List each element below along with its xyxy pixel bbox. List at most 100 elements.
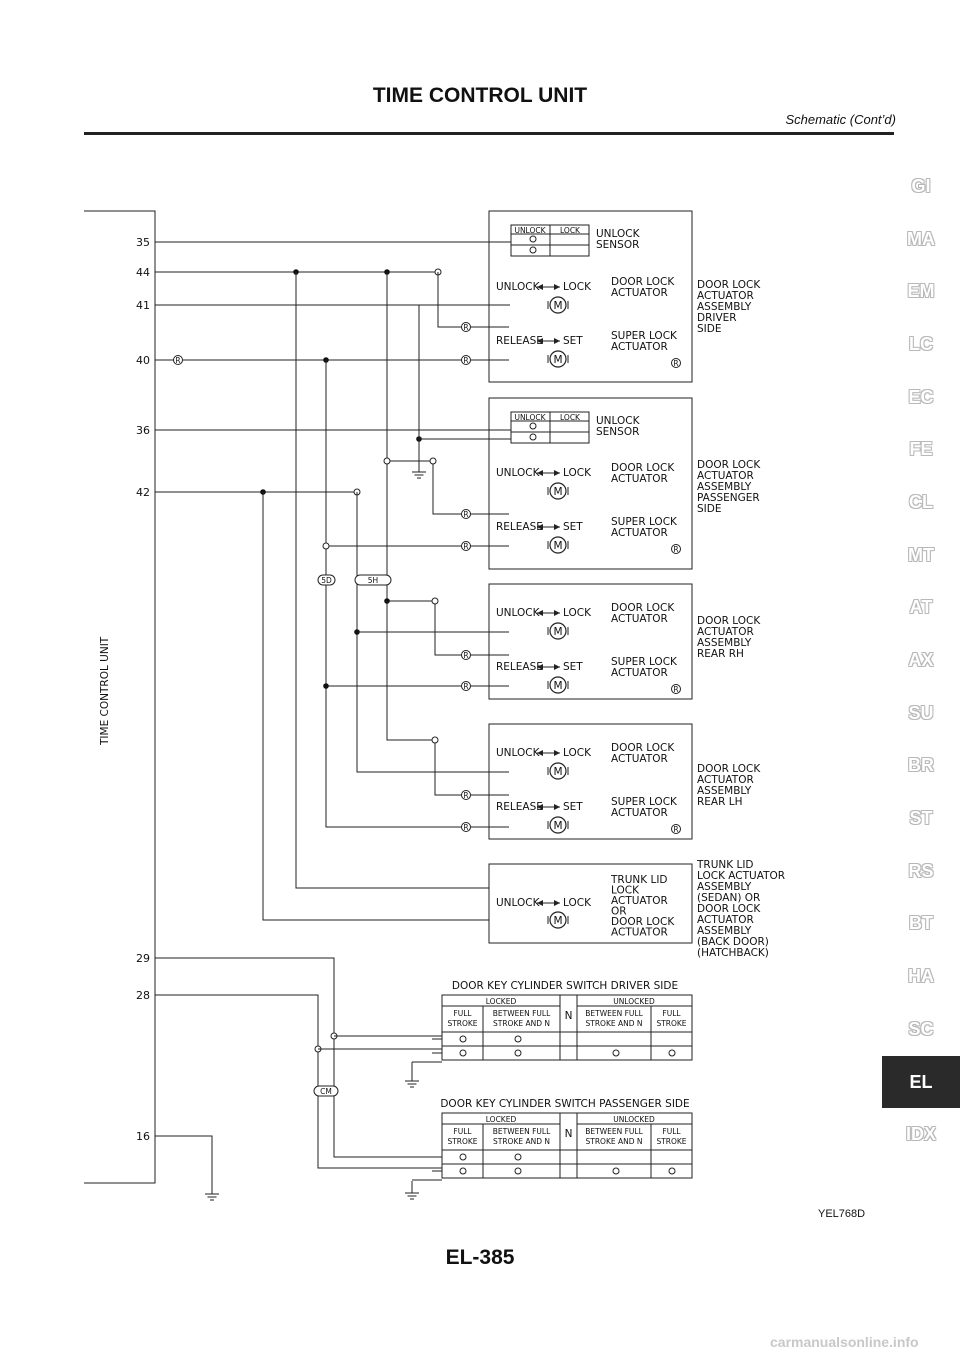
tab-ec[interactable]: EC <box>908 386 934 407</box>
assembly-label: ASSEMBLY <box>697 881 752 893</box>
junction-dot <box>323 683 329 689</box>
arrow-head <box>554 610 560 616</box>
key-switch-col: BETWEEN FULL <box>585 1127 643 1136</box>
open-connection <box>514 1167 522 1175</box>
motor-icon-letter: M <box>553 626 562 638</box>
tab-ha[interactable]: HA <box>908 966 934 987</box>
motor-icon-letter: M <box>553 486 562 498</box>
pin-number: 41 <box>136 299 150 312</box>
open-connection <box>429 457 437 465</box>
tab-st[interactable]: ST <box>909 808 933 829</box>
tab-ma[interactable]: MA <box>907 228 935 249</box>
actuator-assembly-box-4 <box>488 723 693 840</box>
actuator-name: ACTUATOR <box>611 473 668 485</box>
arrow-head <box>537 470 543 476</box>
open-connection <box>612 1049 620 1057</box>
assembly-label: DOOR LOCK <box>697 615 761 627</box>
figure-code: YEL768D <box>818 1208 866 1220</box>
tab-idx[interactable]: IDX <box>905 1124 936 1145</box>
assembly-label: ASSEMBLY <box>697 301 752 313</box>
unlock-sensor-col: UNLOCK <box>514 413 546 422</box>
pin-number: 29 <box>136 952 150 965</box>
arrow-head <box>554 750 560 756</box>
relay-mark: R <box>673 545 678 554</box>
relay-mark-circle <box>173 355 183 365</box>
open-connection <box>529 422 537 430</box>
trunk-actuator-label: DOOR LOCK <box>611 916 675 928</box>
page-subtitle: Schematic (Cont’d) <box>785 112 896 127</box>
actuator-name: ACTUATOR <box>611 613 668 625</box>
open-connection <box>383 457 391 465</box>
relay-mark-circle <box>461 322 471 332</box>
open-connection <box>529 235 537 243</box>
tab-fe[interactable]: FE <box>909 439 933 460</box>
pin-number: 36 <box>136 424 150 437</box>
key-switch-table <box>441 1112 693 1179</box>
motor-icon-letter: M <box>553 915 562 927</box>
assembly-label: ASSEMBLY <box>697 785 752 797</box>
open-connection <box>459 1035 467 1043</box>
motor-icon-letter: M <box>553 354 562 366</box>
assembly-label: PASSENGER <box>697 492 760 504</box>
pin-number: 16 <box>136 1130 150 1143</box>
relay-mark-circle <box>671 684 681 694</box>
arrow-head <box>554 804 560 810</box>
actuator-left-label: UNLOCK <box>496 747 541 759</box>
key-switch-col: BETWEEN FULL <box>493 1009 551 1018</box>
arrow-head <box>554 664 560 670</box>
relay-mark: R <box>463 651 468 660</box>
pin-number: 35 <box>136 236 150 249</box>
connector-5h <box>354 574 392 586</box>
assembly-label: ACTUATOR <box>697 470 754 482</box>
relay-mark-circle <box>461 541 471 551</box>
tab-lc[interactable]: LC <box>909 333 933 354</box>
key-switch-title: DOOR KEY CYLINDER SWITCH PASSENGER SIDE <box>440 1098 689 1110</box>
tab-bt[interactable]: BT <box>909 913 933 934</box>
tab-mt[interactable]: MT <box>908 544 934 565</box>
unlock-sensor-col: UNLOCK <box>514 226 546 235</box>
assembly-label: REAR LH <box>697 796 743 808</box>
key-switch-locked: LOCKED <box>486 1115 517 1124</box>
key-switch-col: STROKE AND N <box>493 1019 550 1028</box>
assembly-label: ASSEMBLY <box>697 925 752 937</box>
assembly-label: SIDE <box>697 323 721 335</box>
tab-rs[interactable]: RS <box>908 860 934 881</box>
tab-ax[interactable]: AX <box>908 650 934 671</box>
tab-at[interactable]: AT <box>909 597 933 618</box>
open-connection <box>459 1167 467 1175</box>
assembly-label: (SEDAN) OR <box>697 892 760 904</box>
motor-icon <box>549 676 567 694</box>
relay-mark: R <box>463 791 468 800</box>
key-switch-col: STROKE <box>447 1137 477 1146</box>
header-rule <box>84 132 894 135</box>
motor-icon <box>549 762 567 780</box>
wire <box>325 360 509 828</box>
connector-5h-label: 5H <box>368 576 378 585</box>
actuator-right-label: SET <box>563 335 583 347</box>
tab-sc[interactable]: SC <box>908 1018 934 1039</box>
key-switch-col: FULL <box>453 1009 472 1018</box>
trunk-actuator-label: ACTUATOR <box>611 927 668 939</box>
tab-el[interactable]: EL <box>882 1055 960 1109</box>
key-switch-col: STROKE <box>447 1019 477 1028</box>
motor-icon <box>549 536 567 554</box>
relay-mark: R <box>463 356 468 365</box>
actuator-name: DOOR LOCK <box>611 742 675 754</box>
pin-number: 28 <box>136 989 150 1002</box>
arrow-head <box>537 750 543 756</box>
assembly-label: DOOR LOCK <box>697 459 761 471</box>
motor-icon-letter: M <box>553 540 562 552</box>
assembly-label: DOOR LOCK <box>697 763 761 775</box>
assembly-label: ASSEMBLY <box>697 637 752 649</box>
tab-cl[interactable]: CL <box>909 491 933 512</box>
open-connection <box>612 1167 620 1175</box>
actuator-left-label: UNLOCK <box>496 281 541 293</box>
tab-su[interactable]: SU <box>908 702 934 723</box>
key-switch-neutral: N <box>565 1128 573 1140</box>
tab-br[interactable]: BR <box>908 755 934 776</box>
relay-mark-circle <box>461 355 471 365</box>
wire <box>437 272 509 328</box>
tab-gi[interactable]: GI <box>911 175 931 196</box>
actuator-left-label: UNLOCK <box>496 897 541 909</box>
tab-em[interactable]: EM <box>907 281 935 302</box>
